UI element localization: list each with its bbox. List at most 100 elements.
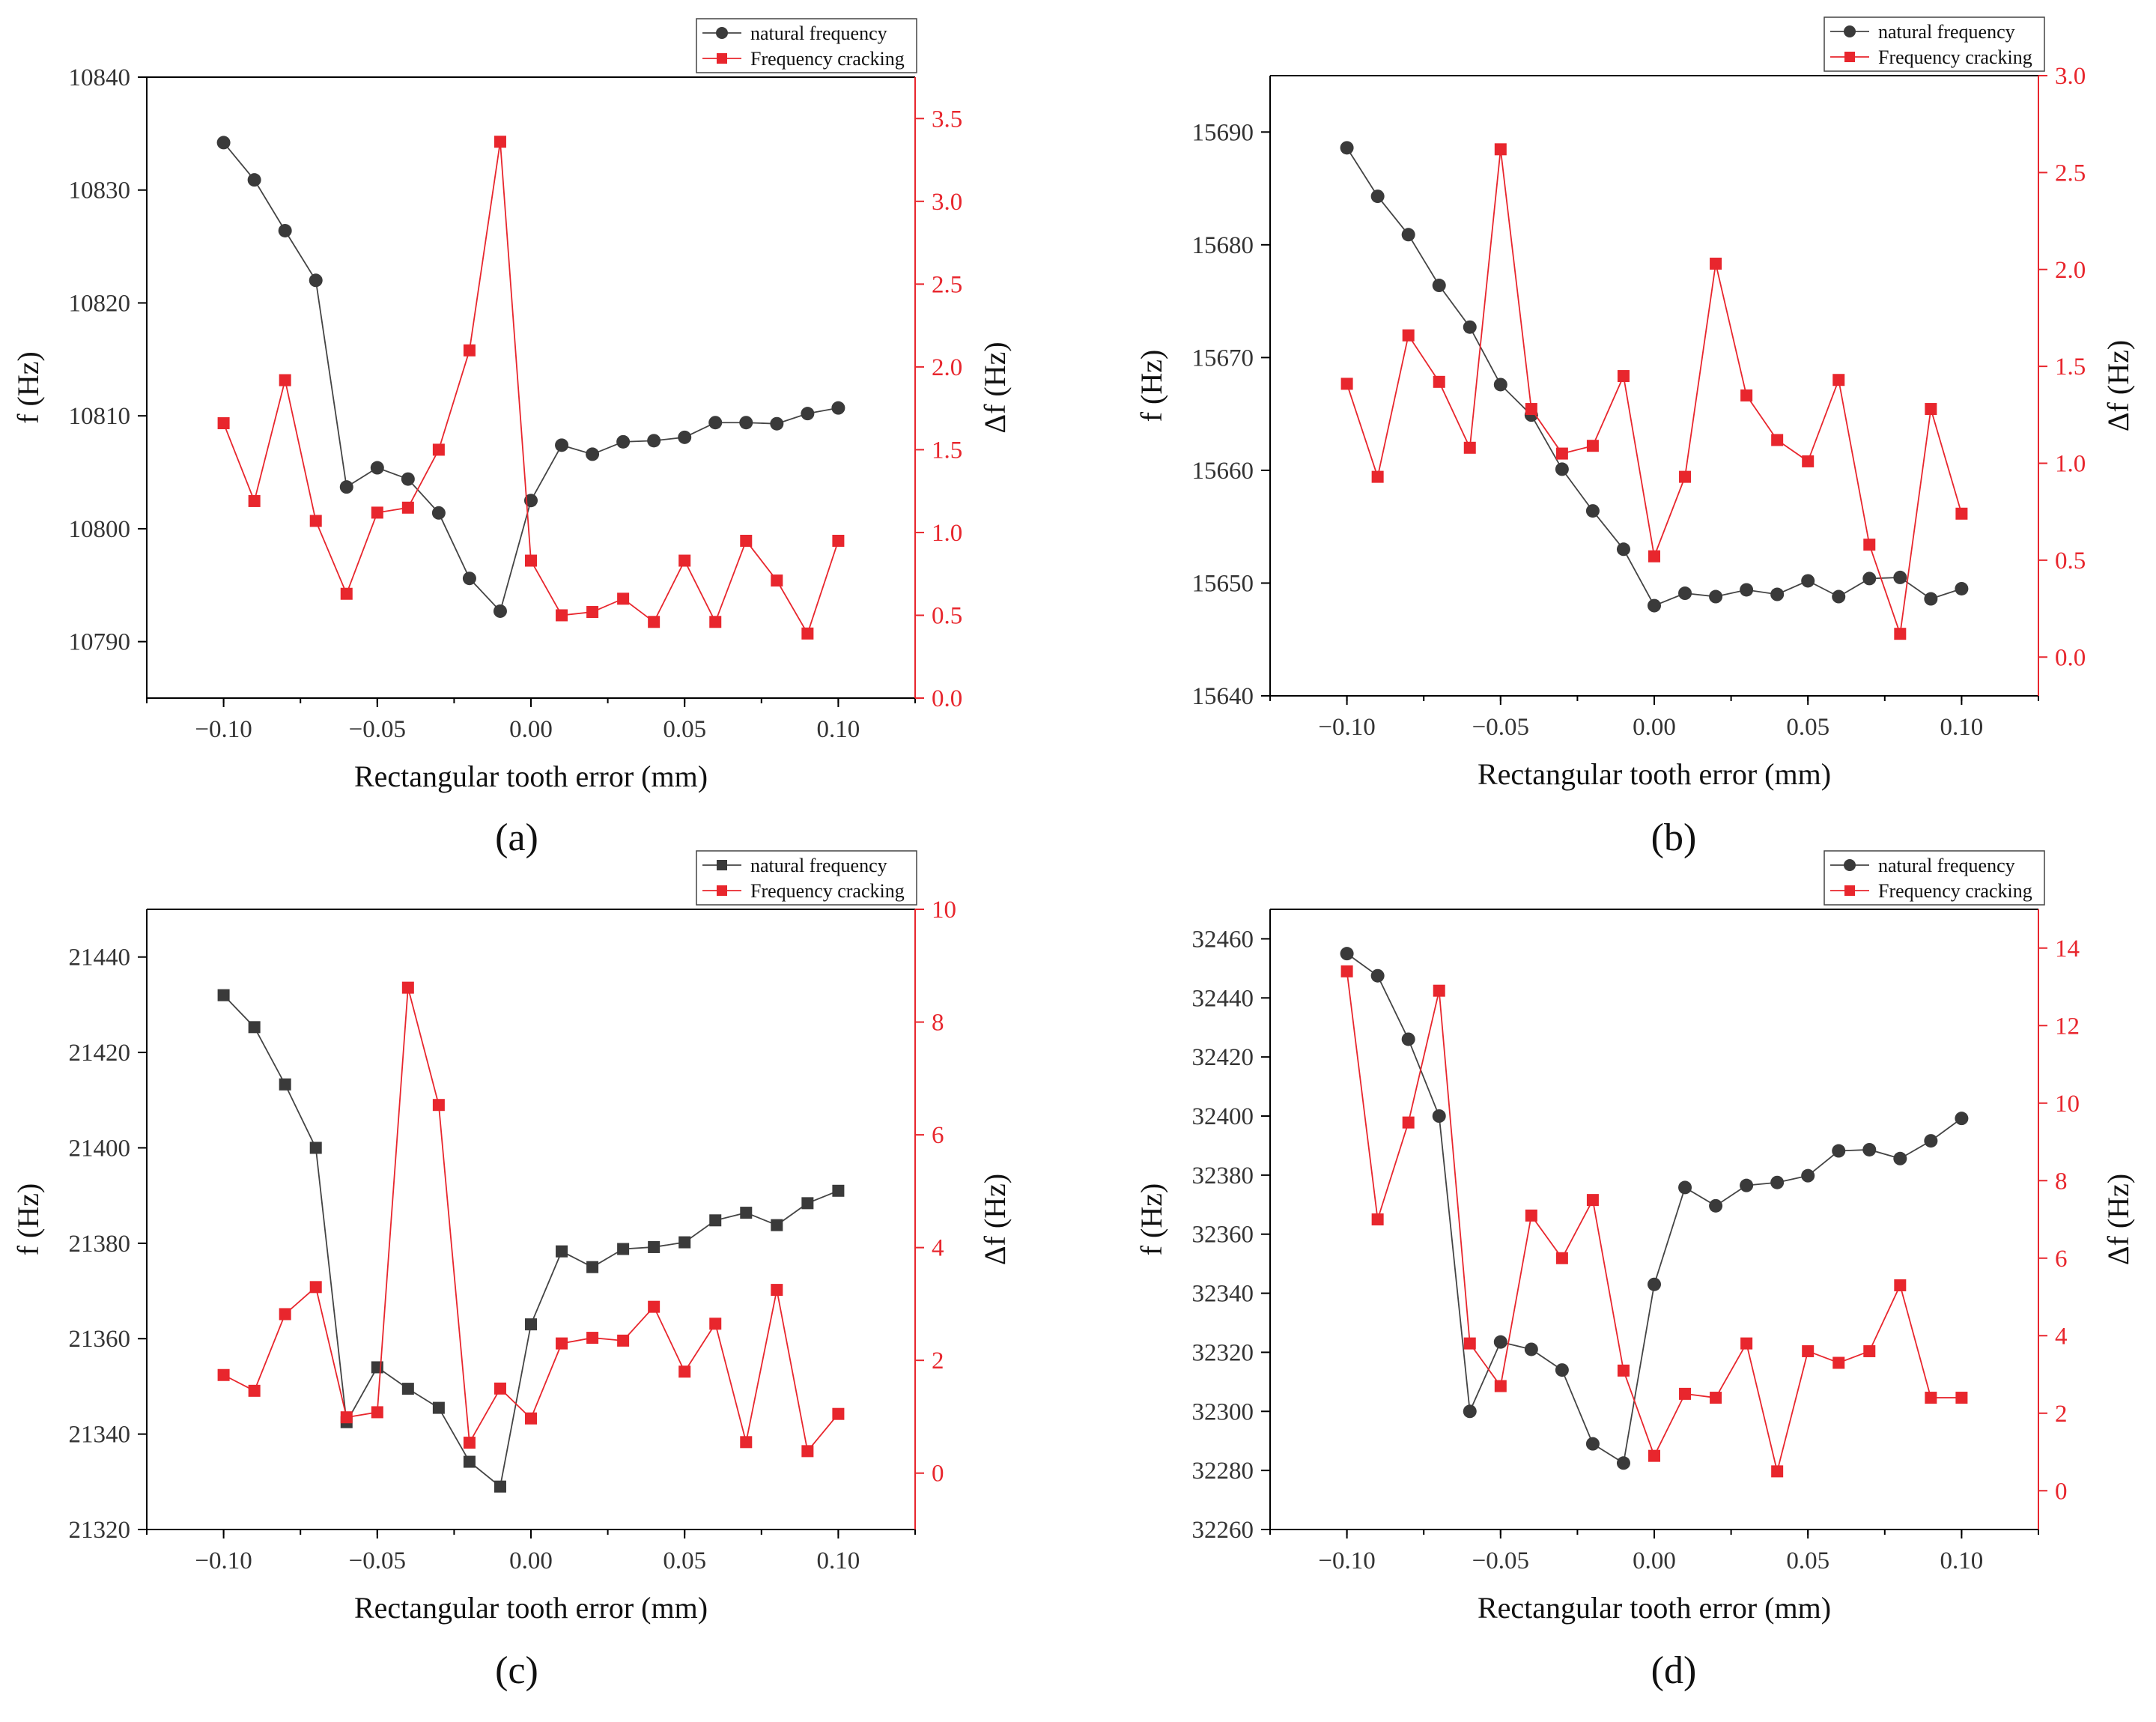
frequency-cracking-point	[1832, 1356, 1845, 1369]
natural-frequency-point	[1616, 542, 1630, 557]
panel-label: (c)	[495, 1649, 538, 1692]
y2-tick-label: 2	[2055, 1401, 2068, 1428]
x-axis-title: Rectangular tooth error (mm)	[354, 1591, 708, 1625]
y2-axis-title: Δf (Hz)	[978, 342, 1012, 433]
y2-tick-label: 0	[932, 1461, 944, 1488]
frequency-cracking-point	[648, 1300, 661, 1313]
natural-frequency-point	[1678, 586, 1692, 601]
frequency-cracking-point	[1894, 628, 1907, 640]
frequency-cracking-line	[223, 987, 839, 1453]
natural-frequency-point	[1340, 947, 1354, 961]
frequency-cracking-point	[217, 417, 230, 430]
legend-marker	[1844, 885, 1855, 896]
y2-tick-label: 4	[2055, 1323, 2068, 1350]
x-tick-label: 0.10	[1940, 1547, 1984, 1574]
frequency-cracking-point	[1463, 441, 1476, 454]
frequency-cracking-point	[1555, 1252, 1568, 1264]
y-tick-label: 32260	[1192, 1517, 1254, 1544]
y-tick-label: 10820	[69, 290, 131, 317]
y2-axis-title: Δf (Hz)	[2101, 340, 2135, 431]
y2-tick-label: 12	[2055, 1013, 2080, 1040]
x-tick-label: 0.05	[1786, 1547, 1829, 1574]
y-tick-label: 32440	[1192, 985, 1254, 1012]
y-tick-label: 10790	[69, 629, 131, 656]
frequency-cracking-point	[1555, 447, 1568, 460]
legend-marker	[717, 53, 727, 64]
frequency-cracking-point	[1863, 539, 1876, 551]
y-tick-label: 21440	[69, 945, 131, 971]
frequency-cracking-point	[1648, 1449, 1660, 1462]
natural-frequency-point	[401, 1383, 414, 1395]
y2-tick-label: 10	[932, 897, 956, 924]
y-tick-label: 21360	[69, 1326, 131, 1353]
y2-tick-label: 6	[932, 1122, 944, 1149]
frequency-cracking-point	[678, 554, 691, 567]
y2-tick-label: 0.0	[2055, 644, 2086, 671]
natural-frequency-point	[493, 604, 507, 618]
natural-frequency-point	[1463, 1404, 1477, 1419]
y2-tick-label: 6	[2055, 1246, 2068, 1273]
frequency-cracking-point	[401, 501, 414, 514]
frequency-cracking-point	[525, 554, 537, 567]
legend: natural frequency Frequency cracking	[696, 850, 917, 906]
y-axis-title: f (Hz)	[1135, 350, 1168, 422]
frequency-cracking-point	[556, 1337, 568, 1350]
frequency-cracking-point	[1740, 389, 1753, 401]
natural-frequency-point	[1555, 1363, 1569, 1377]
x-tick-label: −0.10	[1318, 714, 1375, 741]
natural-frequency-point	[1740, 1178, 1754, 1192]
y2-tick-label: 2	[932, 1347, 944, 1374]
natural-frequency-point	[1340, 141, 1354, 155]
x-tick-label: −0.05	[1472, 1547, 1529, 1574]
legend-label: Frequency cracking	[750, 48, 905, 70]
legend-label: Frequency cracking	[750, 880, 905, 902]
legend-marker	[1844, 25, 1856, 37]
frequency-cracking-point	[494, 1382, 506, 1395]
natural-frequency-point	[617, 1243, 630, 1255]
legend-box	[696, 850, 917, 906]
y2-tick-label: 1.5	[2055, 354, 2086, 381]
y2-tick-label: 1.0	[2055, 451, 2086, 478]
y-tick-label: 21400	[69, 1135, 131, 1162]
natural-frequency-point	[1862, 572, 1877, 586]
frequency-cracking-line	[1346, 971, 1962, 1472]
frequency-cracking-point	[309, 515, 322, 527]
natural-frequency-point	[309, 273, 323, 288]
natural-frequency-point	[1893, 1151, 1907, 1165]
natural-frequency-point	[309, 1142, 322, 1154]
frequency-cracking-point	[832, 1407, 845, 1420]
y2-tick-label: 8	[2055, 1168, 2068, 1195]
frequency-cracking-point	[801, 1445, 814, 1458]
natural-frequency-point	[339, 480, 353, 494]
frequency-cracking-point	[1340, 965, 1353, 977]
natural-frequency-point	[770, 416, 784, 431]
natural-frequency-point	[1370, 968, 1385, 983]
natural-frequency-point	[217, 989, 230, 1001]
frequency-cracking-point	[556, 609, 568, 622]
frequency-cracking-point	[740, 1436, 753, 1449]
natural-frequency-point	[1770, 587, 1785, 601]
legend-label: Frequency cracking	[1878, 880, 2032, 902]
y-tick-label: 21320	[69, 1517, 131, 1544]
legend: natural frequency Frequency cracking	[696, 18, 917, 73]
natural-frequency-point	[709, 1214, 722, 1227]
frequency-cracking-point	[1802, 455, 1815, 467]
natural-frequency-point	[1493, 1335, 1507, 1349]
legend-label: natural frequency	[750, 22, 887, 44]
y2-tick-label: 4	[932, 1235, 944, 1262]
frequency-cracking-point	[1771, 1465, 1784, 1478]
y-tick-label: 21340	[69, 1422, 131, 1449]
y2-tick-label: 2.5	[2055, 160, 2086, 187]
x-tick-label: −0.05	[349, 716, 406, 743]
frequency-cracking-point	[494, 136, 506, 148]
x-axis-title: Rectangular tooth error (mm)	[1478, 757, 1831, 791]
frequency-cracking-point	[1433, 375, 1445, 388]
natural-frequency-point	[431, 506, 446, 520]
x-tick-label: −0.10	[195, 716, 252, 743]
natural-frequency-line	[1346, 953, 1962, 1464]
legend-label: natural frequency	[750, 855, 887, 876]
natural-frequency-point	[1432, 279, 1446, 293]
frequency-cracking-point	[1402, 1116, 1415, 1129]
frequency-cracking-point	[248, 1384, 261, 1397]
natural-frequency-point	[216, 136, 231, 150]
